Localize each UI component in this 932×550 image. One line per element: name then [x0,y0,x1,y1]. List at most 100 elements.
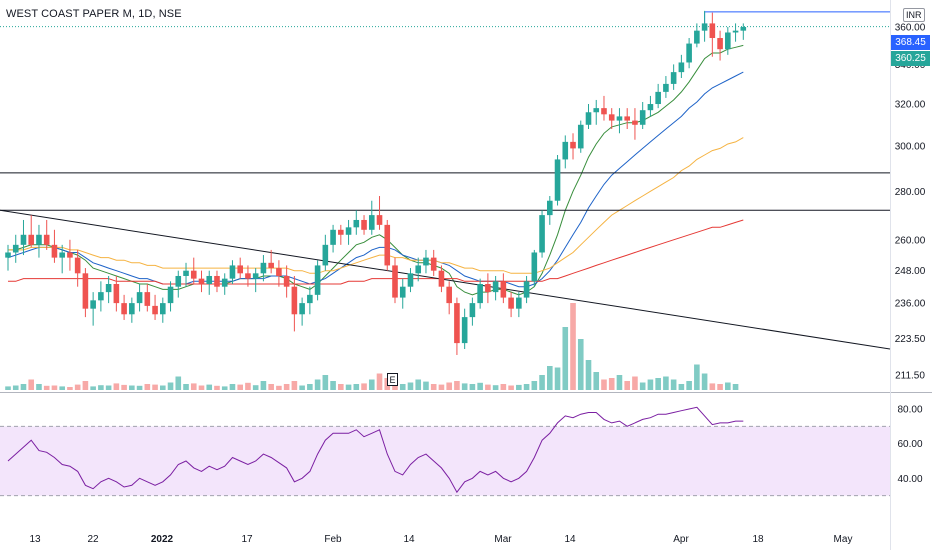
candle-body [214,275,220,287]
rsi-band [0,425,890,497]
earnings-marker-icon[interactable]: E [387,373,398,386]
high-line-price-tag: 368.45 [891,35,930,50]
candle [152,294,158,320]
volume-bar [43,385,50,390]
time-tick-label: Feb [324,534,342,545]
candle [59,244,65,274]
volume-bar [655,378,661,390]
volume-bar [5,386,11,390]
candle-body [28,234,35,245]
candle-body [175,275,182,287]
candle [167,281,174,312]
volume-bar [423,381,429,390]
volume-bar [485,384,491,390]
drawn-lines[interactable] [0,11,891,350]
candle [562,135,569,169]
candle [663,76,669,98]
candle-body [523,281,530,298]
candle-body [190,270,197,279]
candle-body [725,32,731,50]
candle-body [446,286,452,304]
price-tick-label: 248.00 [895,266,926,277]
candle-body [423,257,429,266]
candle-body [392,265,398,298]
ema-line [8,137,744,274]
candle [12,234,19,263]
candle [531,249,538,287]
candle [20,219,27,256]
time-axis[interactable]: 13 22 2022 17 Feb 14 Mar 14 Apr 18 May [29,534,852,545]
candle [28,215,35,248]
volume-bar [523,384,530,390]
candle-body [670,72,677,84]
candle [446,281,452,315]
candle [647,95,654,117]
volume-bar [206,384,213,390]
candle [547,196,553,225]
volume-bar [415,379,422,390]
time-tick-label: 17 [241,534,253,545]
candle-body [492,281,499,293]
volume-bar [82,381,89,390]
candle [740,23,747,40]
candle [655,83,661,109]
candle [632,108,638,140]
candle-body [67,252,73,258]
candle-body [740,27,747,31]
ema-line [8,219,744,285]
candles[interactable] [5,10,747,355]
volume-bar [686,381,692,390]
candle-body [469,303,476,318]
candle-body [152,305,158,315]
candle [51,229,58,263]
candle [74,249,81,287]
candle-body [291,286,298,315]
volume-bar [183,384,189,390]
time-tick-label: 14 [564,534,576,545]
candle [585,104,592,130]
candle-body [121,303,127,315]
candle [67,239,73,271]
candle [539,210,545,258]
volume-bar [407,382,414,390]
candle [98,281,104,312]
candle-body [717,38,723,50]
candle [121,294,127,320]
volume-bar [20,384,27,390]
volume-bar [291,381,298,390]
candle-body [361,219,367,230]
candle [361,215,367,235]
candle-body [299,303,305,315]
rsi-axis[interactable]: 80.00 60.00 40.00 [897,405,922,485]
candle [732,23,739,42]
candle-body [136,292,143,304]
candle [423,249,429,274]
candle-body [252,273,259,279]
volume-bar [663,376,669,390]
volume-bar [454,381,460,390]
ema-line [8,44,744,296]
volume-bar [268,384,274,390]
symbol-title[interactable]: WEST COAST PAPER M, 1D, NSE [6,8,182,20]
candle [237,257,243,279]
candle [593,99,600,125]
volume-bar [554,367,561,390]
candle-body [663,83,669,92]
candle-body [353,219,360,228]
candle-body [113,283,120,304]
candle [183,262,189,287]
volume-bar [314,379,321,390]
currency-badge[interactable]: INR [903,8,925,22]
candle [694,23,700,48]
candle [5,244,11,271]
volume-bar [144,384,151,390]
volume-bar [345,384,352,390]
candle-body [639,110,646,125]
volume-bar [547,366,553,390]
candle-body [508,297,514,309]
candle-body [276,268,282,276]
candle-body [438,270,445,287]
price-axis[interactable]: 360.00340.00320.00300.00280.00260.00248.… [895,23,926,382]
candle [322,234,329,271]
